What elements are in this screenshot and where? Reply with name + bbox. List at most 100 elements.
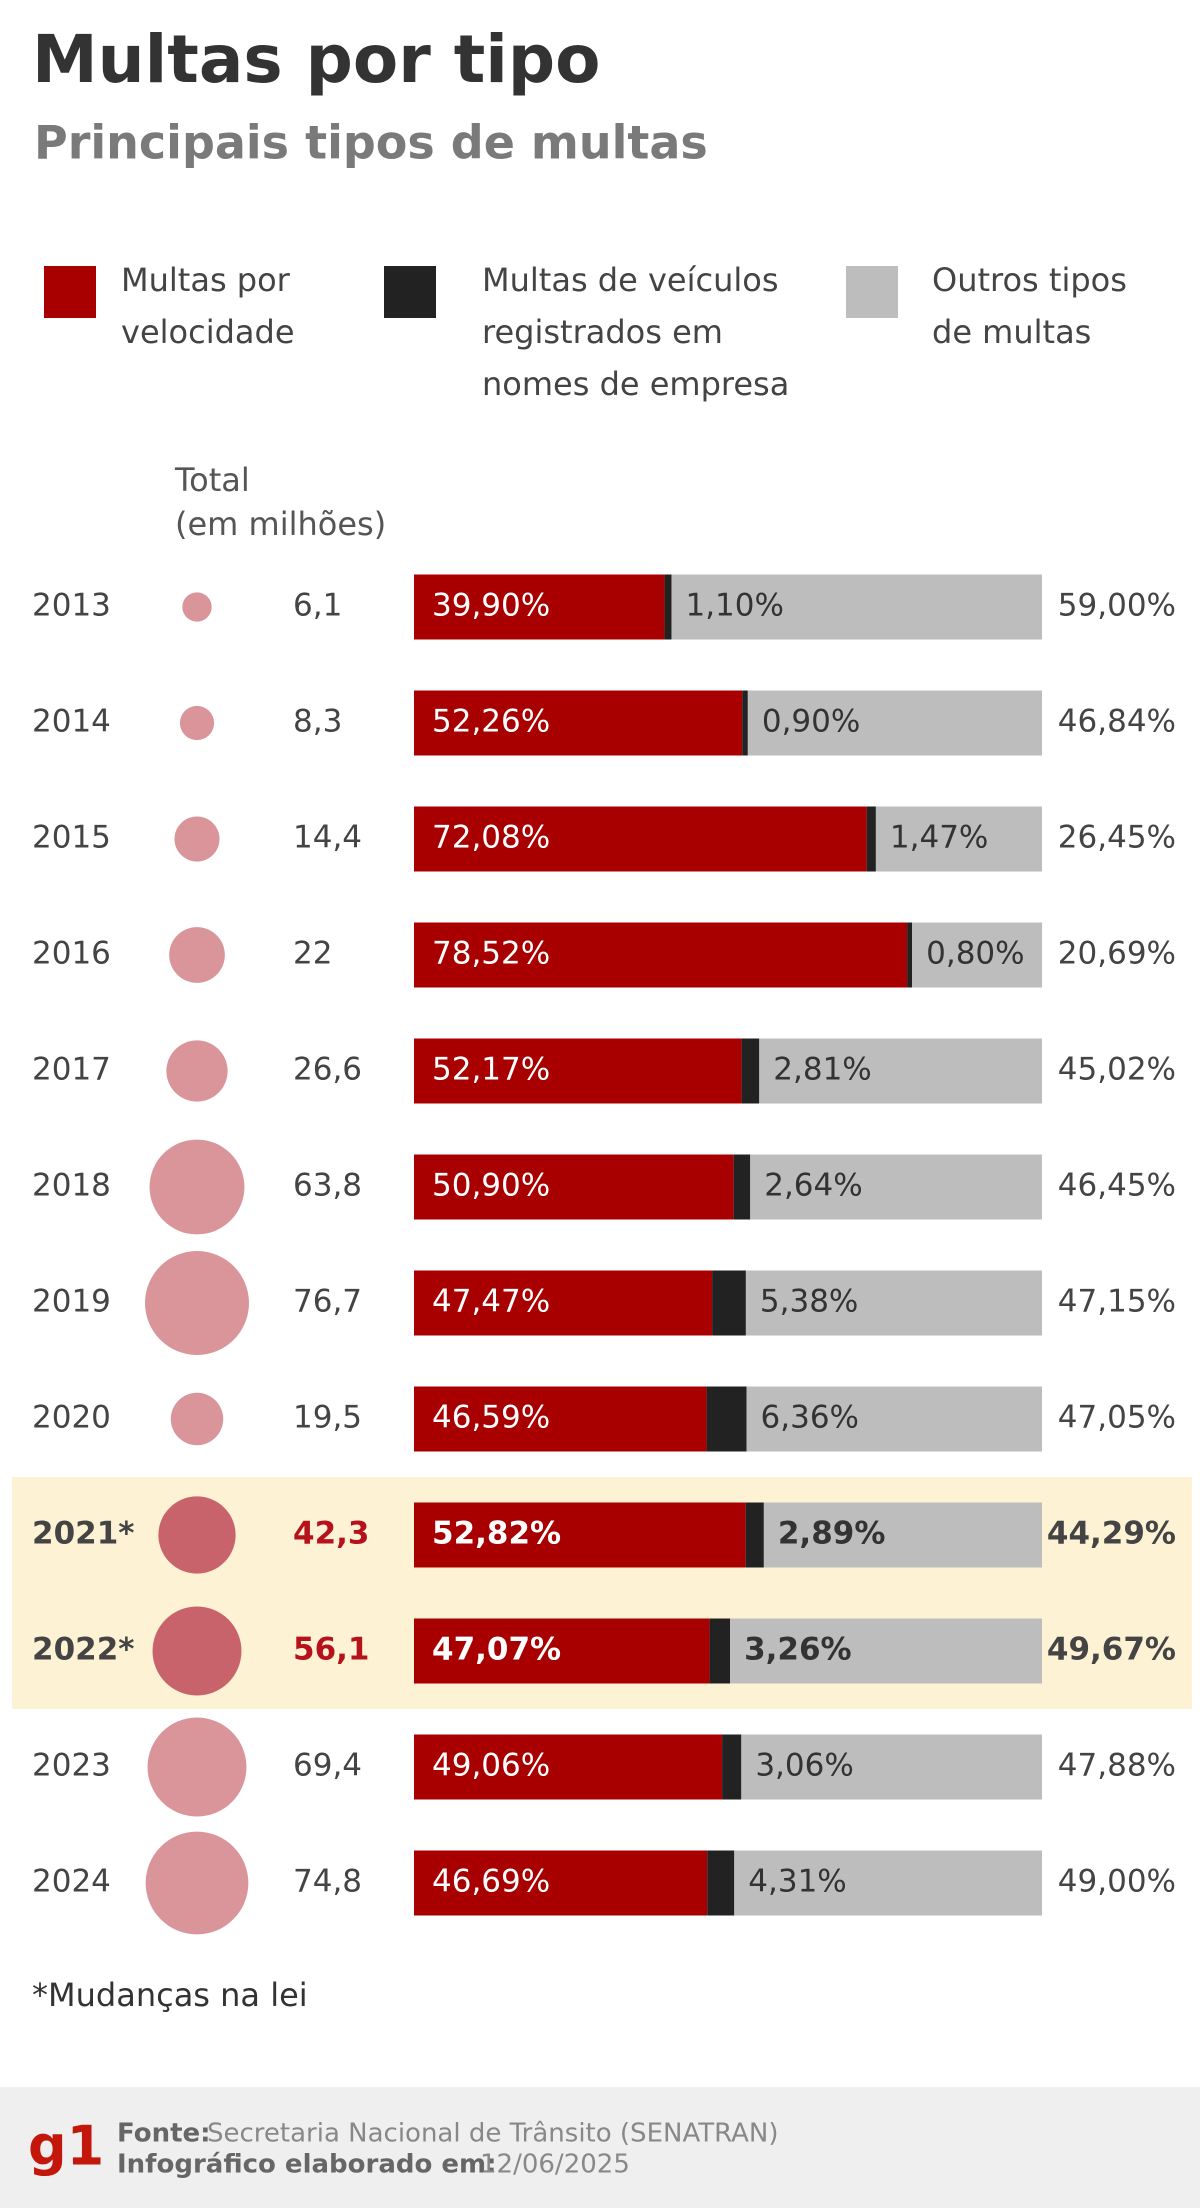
chart-subtitle: Principais tipos de multas [34,116,708,170]
bar-segment [907,922,913,988]
source: Secretaria Nacional de Trânsito (SENATRA… [207,2119,778,2149]
bar-segment [730,1618,1042,1684]
value-label: 1,47% [890,820,988,856]
bar-segment [414,1270,713,1336]
total-label: 76,7 [293,1284,362,1320]
year-label: 2022* [32,1632,135,1668]
bar-segment [414,922,908,988]
total-label: 26,6 [293,1052,362,1088]
value-label: 59,00% [1058,588,1176,624]
bar-segment [742,690,748,756]
total-bubble [147,1717,247,1817]
bar-segment [747,690,1042,756]
bar-segment [707,1850,735,1916]
year-label: 2021* [32,1516,135,1552]
bar-segment [706,1386,747,1452]
value-label: 39,90% [432,588,550,624]
total-bubble [158,1496,236,1574]
date: 12/06/2025 [480,2150,630,2180]
bar-segment [414,806,867,872]
bar-segment [875,806,1042,872]
legend-label: Outros tipos de multas [932,261,1127,351]
total-bubble [166,1040,228,1102]
bar-segment [745,1502,764,1568]
total-bubble [145,1251,249,1355]
year-label: 2017 [32,1052,111,1088]
bar-segment [912,922,1043,988]
bar-segment [664,574,672,640]
legend-label: Multas por velocidade [121,261,295,351]
total-label: 56,1 [293,1632,370,1668]
bar-segment [866,806,876,872]
bar-segment [414,1734,723,1800]
bar-segment [759,1038,1042,1104]
value-label: 2,89% [778,1516,886,1552]
footnote: *Mudanças na lei [32,1976,308,2014]
bar-segment [734,1850,1042,1916]
value-label: 47,05% [1058,1400,1176,1436]
bar-segment [414,1618,710,1684]
total-bubble [145,1831,249,1935]
year-label: 2018 [32,1168,111,1204]
bar-segment [763,1502,1042,1568]
value-label: 49,67% [1047,1632,1176,1668]
year-label: 2013 [32,588,111,624]
value-label: 1,10% [685,588,783,624]
year-label: 2024 [32,1864,111,1900]
bar-segment [746,1386,1042,1452]
total-header: Total (em milhões) [175,461,387,543]
total-bubble [182,592,212,622]
total-label: 42,3 [293,1516,370,1552]
bar-segment [414,1502,746,1568]
total-label: 74,8 [293,1864,362,1900]
bar-segment [722,1734,742,1800]
value-label: 2,81% [773,1052,871,1088]
value-label: 52,82% [432,1516,561,1552]
year-label: 2014 [32,704,111,740]
total-label: 22 [293,936,332,972]
value-label: 0,90% [762,704,860,740]
value-label: 6,36% [761,1400,859,1436]
bar-segment [741,1734,1042,1800]
bar-segment [414,1386,707,1452]
year-label: 2015 [32,820,111,856]
value-label: 49,00% [1058,1864,1176,1900]
date-label: Infográfico elaborado em: [117,2150,497,2180]
value-label: 47,88% [1058,1748,1176,1784]
legend-swatch [846,266,898,318]
value-label: 4,31% [748,1864,846,1900]
source-label: Fonte: [117,2119,211,2149]
legend-swatch [44,266,96,318]
total-bubble [149,1139,245,1235]
value-label: 78,52% [432,936,550,972]
bar-segment [709,1618,731,1684]
chart-title: Multas por tipo [32,21,601,98]
bar-segment [414,1038,742,1104]
value-label: 2,64% [764,1168,862,1204]
bar-segment [741,1038,760,1104]
logo: g1 [28,2115,104,2178]
value-label: 47,47% [432,1284,550,1320]
value-label: 44,29% [1047,1516,1176,1552]
value-label: 46,59% [432,1400,550,1436]
value-label: 46,45% [1058,1168,1176,1204]
value-label: 46,84% [1058,704,1176,740]
bar-segment [414,690,743,756]
value-label: 45,02% [1058,1052,1176,1088]
legend-label: Multas de veículos registrados em nomes … [482,261,790,403]
total-label: 14,4 [293,820,362,856]
value-label: 47,15% [1058,1284,1176,1320]
total-label: 63,8 [293,1168,362,1204]
total-bubble [174,816,220,862]
value-label: 5,38% [760,1284,858,1320]
bar-segment [745,1270,1042,1336]
total-bubble [169,927,225,983]
value-label: 26,45% [1058,820,1176,856]
total-label: 8,3 [293,704,342,740]
year-label: 2023 [32,1748,111,1784]
bar-segment [414,1154,734,1220]
year-label: 2019 [32,1284,111,1320]
value-label: 0,80% [926,936,1024,972]
value-label: 3,26% [744,1632,852,1668]
